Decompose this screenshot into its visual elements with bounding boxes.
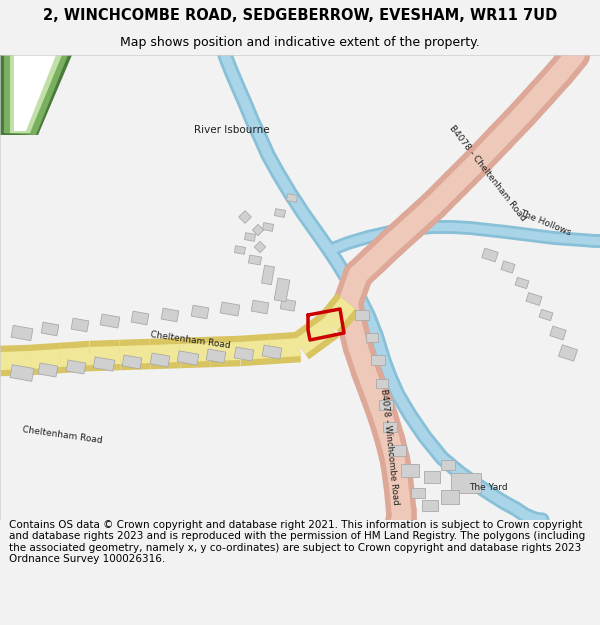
Bar bbox=[366, 332, 378, 341]
Text: B4078 - Cheltenham Road: B4078 - Cheltenham Road bbox=[448, 124, 528, 222]
Bar bbox=[274, 278, 290, 302]
Bar bbox=[376, 379, 388, 388]
Text: 2, WINCHCOMBE ROAD, SEDGEBERROW, EVESHAM, WR11 7UD: 2, WINCHCOMBE ROAD, SEDGEBERROW, EVESHAM… bbox=[43, 8, 557, 23]
Text: B4078 - Winchcombe Road: B4078 - Winchcombe Road bbox=[379, 389, 401, 506]
Text: The Yard: The Yard bbox=[469, 482, 508, 491]
Bar bbox=[286, 194, 298, 202]
Bar bbox=[262, 222, 274, 231]
Bar bbox=[441, 490, 459, 504]
Bar bbox=[451, 473, 481, 493]
Bar bbox=[379, 400, 393, 410]
Bar bbox=[262, 345, 282, 359]
Bar bbox=[390, 444, 406, 456]
Bar bbox=[234, 347, 254, 361]
Bar bbox=[150, 353, 170, 367]
Bar bbox=[251, 300, 269, 314]
Bar bbox=[253, 224, 263, 236]
Bar bbox=[526, 292, 542, 306]
Bar bbox=[93, 357, 115, 371]
Polygon shape bbox=[0, 55, 72, 135]
Bar bbox=[122, 355, 142, 369]
Bar bbox=[239, 211, 251, 223]
Bar bbox=[41, 322, 59, 336]
Bar bbox=[422, 499, 438, 511]
Bar bbox=[38, 363, 58, 377]
Text: Contains OS data © Crown copyright and database right 2021. This information is : Contains OS data © Crown copyright and d… bbox=[9, 519, 585, 564]
Bar bbox=[262, 265, 274, 285]
Bar bbox=[161, 308, 179, 322]
Bar bbox=[424, 471, 440, 483]
Bar bbox=[401, 464, 419, 476]
Bar bbox=[244, 232, 256, 241]
Bar bbox=[10, 365, 34, 381]
Bar bbox=[66, 360, 86, 374]
Bar bbox=[441, 460, 455, 470]
Text: Cheltenham Road: Cheltenham Road bbox=[22, 425, 103, 445]
Bar bbox=[131, 311, 149, 325]
Bar bbox=[235, 246, 245, 254]
Bar bbox=[274, 209, 286, 217]
Bar bbox=[355, 310, 369, 320]
Bar bbox=[220, 302, 240, 316]
Bar bbox=[383, 422, 397, 432]
Bar bbox=[411, 488, 425, 498]
Bar bbox=[280, 299, 296, 311]
Bar bbox=[206, 349, 226, 363]
Bar bbox=[482, 248, 498, 262]
Bar bbox=[11, 326, 33, 341]
Polygon shape bbox=[4, 55, 68, 135]
Bar bbox=[100, 314, 120, 328]
Text: Map shows position and indicative extent of the property.: Map shows position and indicative extent… bbox=[120, 36, 480, 49]
Bar bbox=[515, 278, 529, 289]
Text: The Hollows: The Hollows bbox=[518, 209, 572, 238]
Bar bbox=[550, 326, 566, 340]
Bar bbox=[254, 241, 266, 252]
Text: A46: A46 bbox=[17, 83, 40, 107]
Bar bbox=[177, 351, 199, 365]
Bar bbox=[371, 355, 385, 365]
Bar bbox=[559, 345, 577, 361]
Bar bbox=[191, 305, 209, 319]
Text: River Isbourne: River Isbourne bbox=[194, 125, 270, 135]
Polygon shape bbox=[14, 55, 56, 131]
Bar bbox=[501, 261, 515, 273]
Bar bbox=[71, 318, 89, 332]
Polygon shape bbox=[10, 55, 62, 133]
Bar bbox=[539, 309, 553, 321]
Text: Cheltenham Road: Cheltenham Road bbox=[149, 330, 230, 350]
Bar bbox=[248, 255, 262, 265]
